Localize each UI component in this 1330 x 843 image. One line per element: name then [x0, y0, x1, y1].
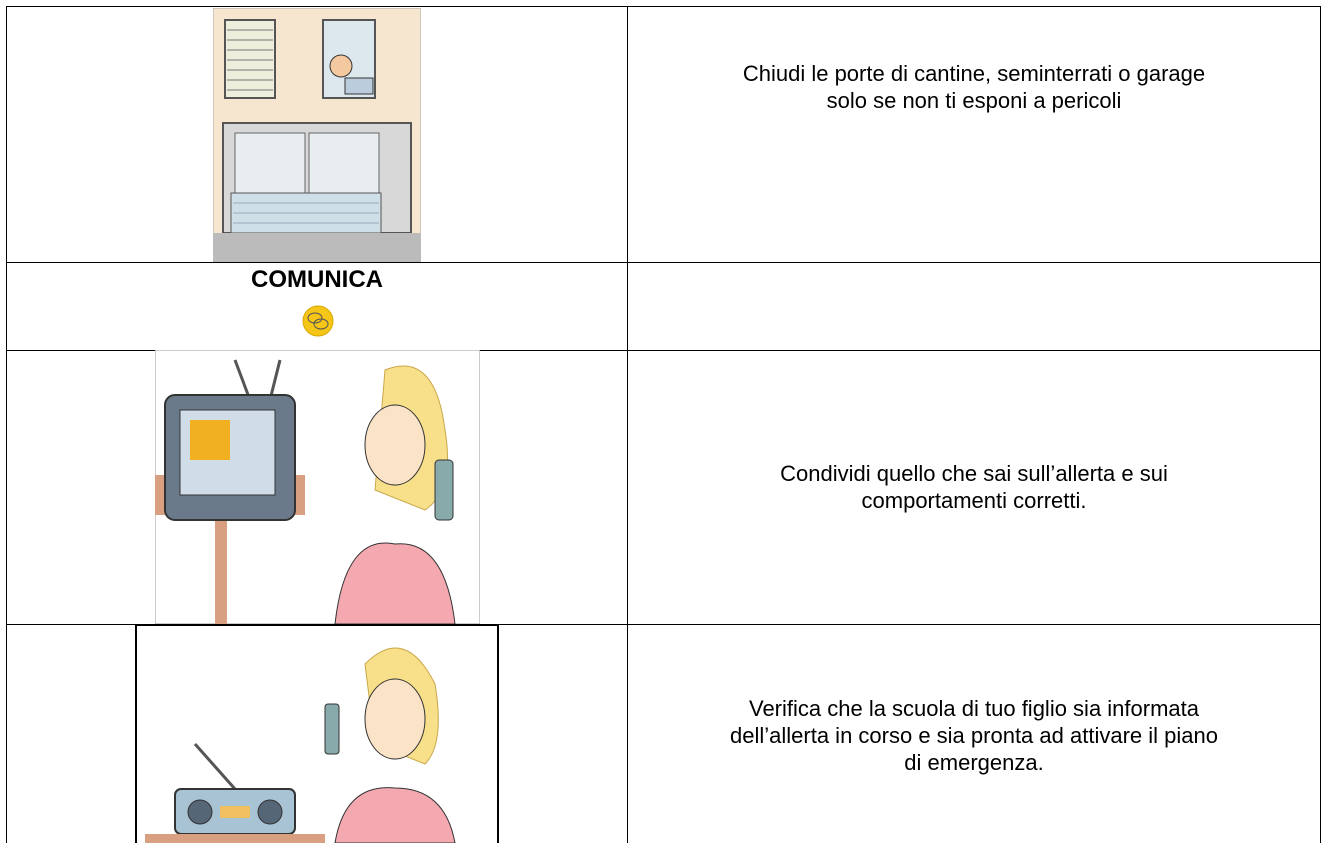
border: [6, 350, 1321, 351]
section-heading: COMUNICA: [251, 266, 383, 293]
radio-illustration: [135, 624, 499, 843]
text-line: Chiudi le porte di cantine, seminterrati…: [742, 61, 1206, 86]
border: [6, 6, 7, 843]
tv-illustration: [155, 350, 480, 624]
instruction-text: Verifica che la scuola di tuo figlio sia…: [628, 695, 1320, 776]
text-line: Verifica che la scuola di tuo figlio sia…: [748, 696, 1199, 721]
border: [6, 6, 1321, 7]
text-line: di emergenza.: [904, 750, 1044, 775]
instruction-text: Condividi quello che sai sull’allerta e …: [628, 460, 1320, 514]
border: [627, 6, 628, 843]
border: [6, 262, 1321, 263]
instruction-text: Chiudi le porte di cantine, seminterrati…: [628, 60, 1320, 114]
text-line: Condividi quello che sai sull’allerta e …: [780, 461, 1168, 486]
communicate-icon: [302, 305, 334, 337]
border: [1320, 6, 1321, 843]
border: [6, 624, 1321, 625]
text-line: solo se non ti esponi a pericoli: [826, 88, 1122, 113]
text-line: comportamenti corretti.: [861, 488, 1087, 513]
building-illustration: [213, 8, 421, 262]
text-line: dell’allerta in corso e sia pronta ad at…: [730, 723, 1218, 748]
